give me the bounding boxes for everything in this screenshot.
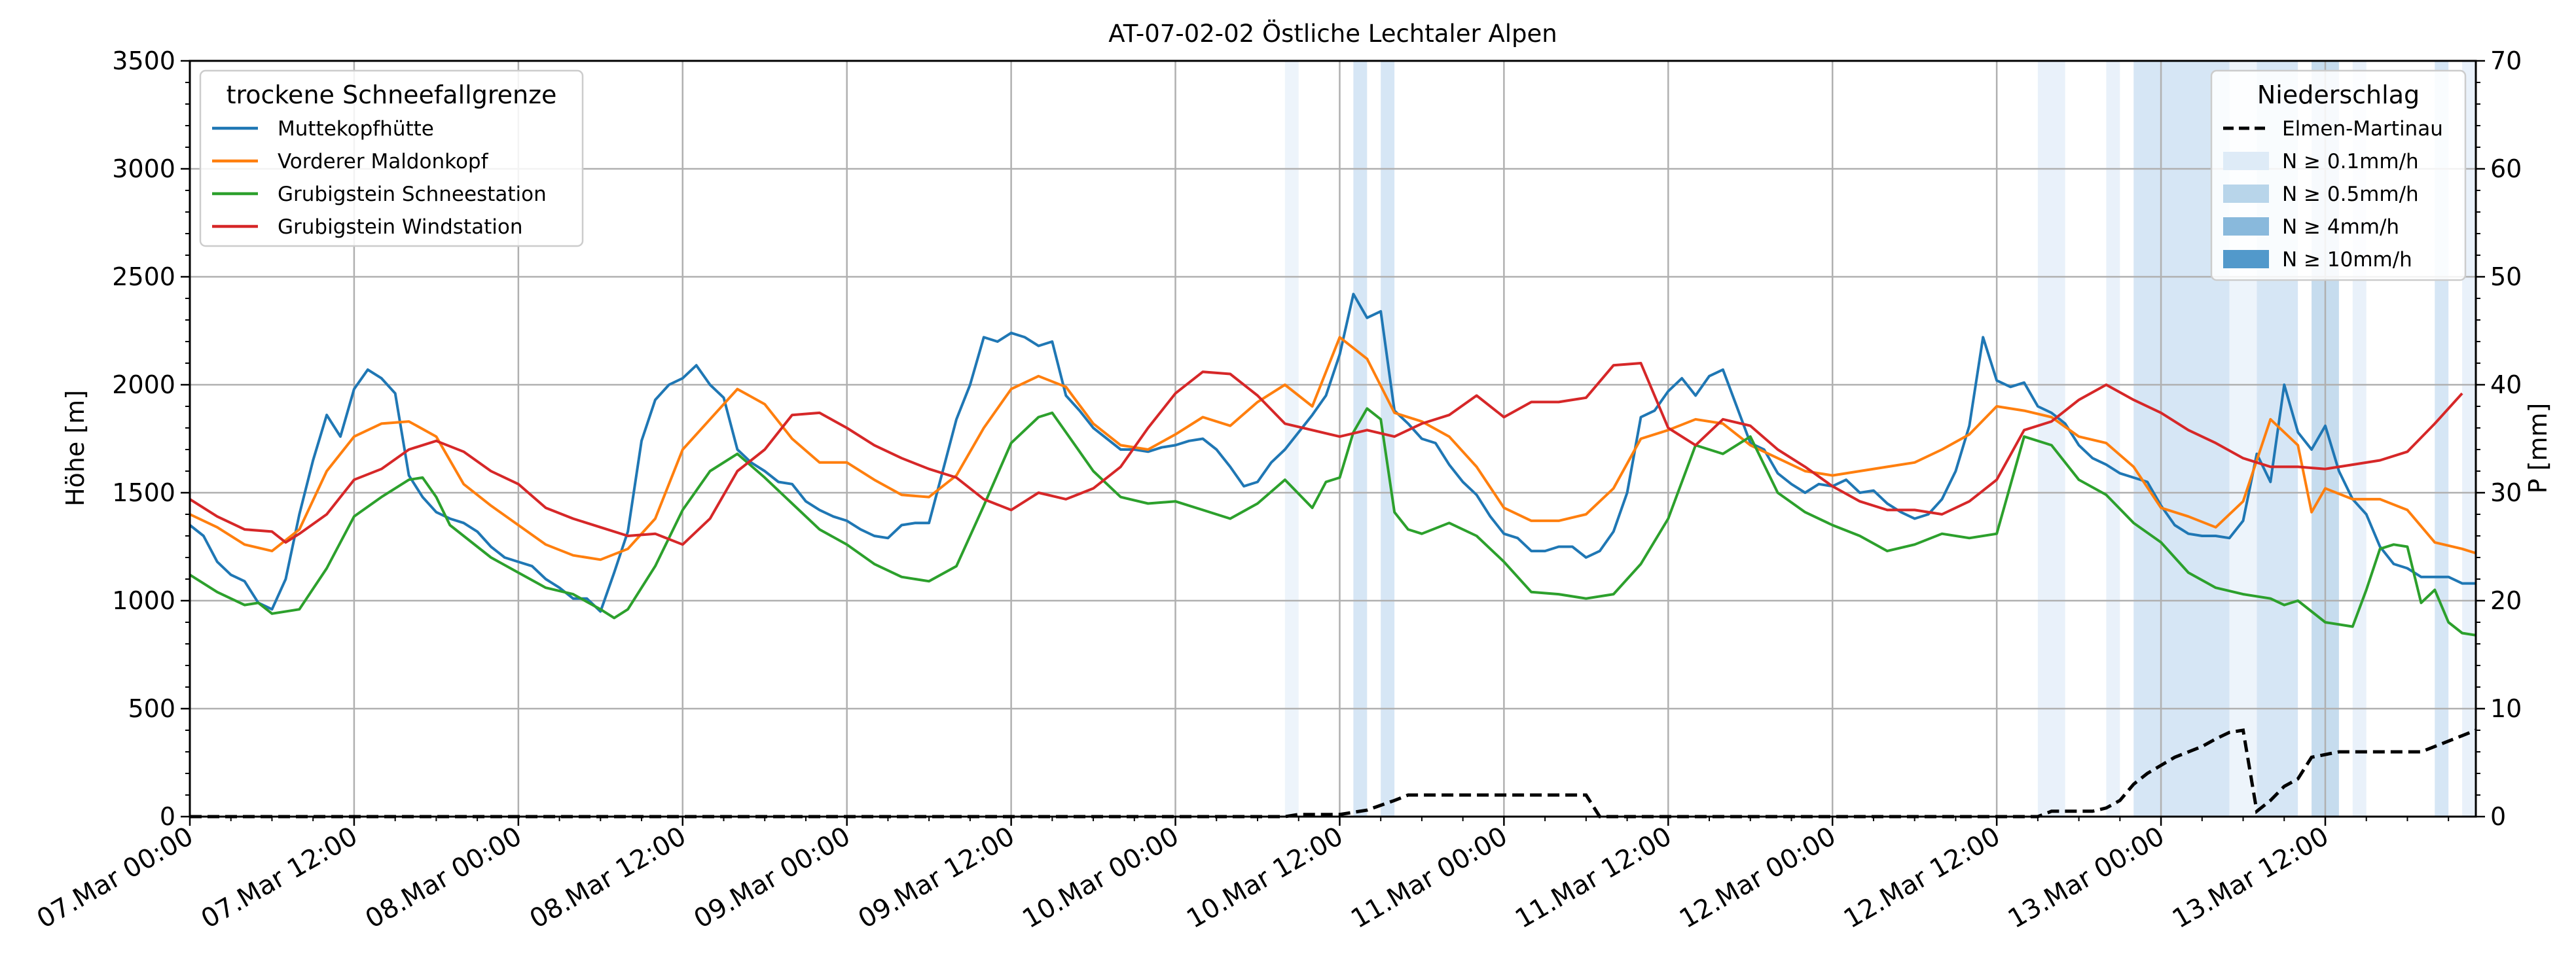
legend-right-swatch-4 [2223,250,2269,268]
y-tick-label-3: 1500 [112,478,175,507]
legend-right-swatch-3 [2223,217,2269,236]
precip-band-0 [1284,61,1299,817]
legend-right-box [2210,69,2467,281]
y-tick-label-0: 0 [160,802,175,831]
x-tick-label-12: 13.Mar 00:00 [2003,821,2169,934]
legend-right-label-1: N ≥ 0.1mm/h [2282,150,2419,173]
x-tick-label-11: 12.Mar 12:00 [1839,821,2005,934]
legend-right-label-3: N ≥ 4mm/h [2282,215,2399,239]
y2-tick-label-3: 30 [2490,478,2522,507]
precip-band-4 [2106,61,2120,817]
legend-right-title: Niederschlag [2257,80,2420,109]
y2-tick-label-1: 10 [2490,694,2522,723]
legend-left-label-3: Grubigstein Windstation [278,215,522,239]
precip-band-1 [1353,61,1368,817]
x-tick-label-10: 12.Mar 00:00 [1675,821,1841,934]
y2-tick-label-0: 0 [2490,802,2506,831]
legend-left-title: trockene Schneefallgrenze [227,80,557,109]
y-tick-label-5: 2500 [112,262,175,291]
x-tick-label-7: 10.Mar 12:00 [1182,821,1348,934]
x-tick-label-13: 13.Mar 12:00 [2168,821,2334,934]
y-tick-label-4: 2000 [112,370,175,399]
legends: trockene Schneefallgrenze Muttekopfhütte V… [199,69,2467,281]
plot-frame [189,60,2477,818]
series-line-0 [189,292,2476,613]
y2-tick-label-2: 20 [2490,586,2522,615]
legend-left-label-1: Vorderer Maldonkopf [278,150,489,173]
y-tick-label-1: 500 [128,694,175,723]
series-line-1 [189,336,2476,561]
x-tick-label-3: 08.Mar 12:00 [524,821,691,934]
series-line-3 [189,362,2463,546]
y2-tick-label-7: 70 [2490,46,2522,75]
legend-left-box [199,69,584,247]
x-tick-label-5: 09.Mar 12:00 [853,821,1019,934]
x-tick-label-4: 09.Mar 00:00 [689,821,855,934]
legend-left-label-0: Muttekopfhütte [278,117,434,141]
precip-band-3 [2037,61,2065,817]
legend-right-swatch-2 [2223,185,2269,203]
y-axis-label: Höhe [m] [61,390,90,506]
legend-left-label-2: Grubigstein Schneestation [278,183,547,206]
x-tick-label-0: 07.Mar 00:00 [32,821,198,934]
legend-right-label-4: N ≥ 10mm/h [2282,248,2412,272]
y2-tick-label-5: 50 [2490,262,2522,291]
y-tick-label-2: 1000 [112,586,175,615]
precip-line [190,728,2476,819]
x-tick-label-8: 11.Mar 00:00 [1346,821,1512,934]
x-tick-label-1: 07.Mar 12:00 [196,821,363,934]
axes [181,60,2485,826]
chart-title: AT-07-02-02 Östliche Lechtaler Alpen [1108,20,1557,48]
precip-band-2 [1381,61,1395,817]
legend-right-swatch-1 [2223,152,2269,170]
y-tick-label-6: 3000 [112,154,175,183]
x-tick-label-6: 10.Mar 00:00 [1017,821,1184,934]
legend-right-label-2: N ≥ 0.5mm/h [2282,183,2419,206]
x-tick-label-9: 11.Mar 12:00 [1510,821,1677,934]
y-tick-label-7: 3500 [112,46,175,75]
y2-tick-label-4: 40 [2490,370,2522,399]
legend-right-label-0: Elmen-Martinau [2282,117,2443,141]
x-tick-label-2: 08.Mar 00:00 [361,821,527,934]
y2-axis-label: P [mm] [2524,403,2552,494]
series-lines [189,292,2476,819]
y2-tick-label-6: 60 [2490,154,2522,183]
